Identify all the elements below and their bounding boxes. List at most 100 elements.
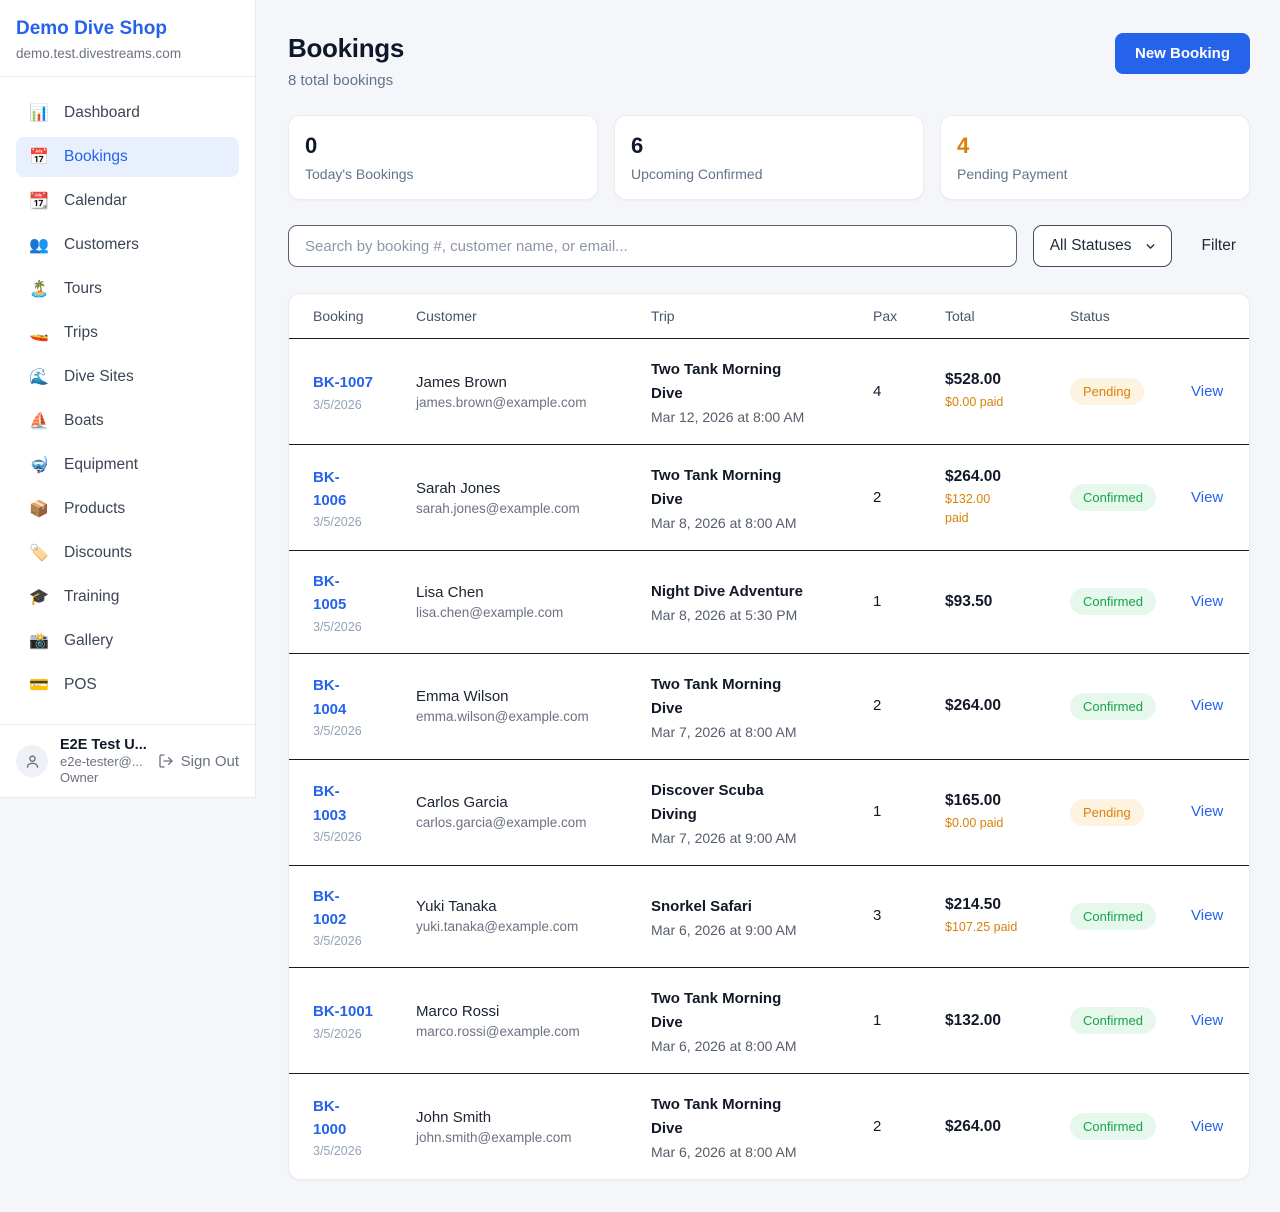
tours-icon: 🏝️ (29, 281, 49, 298)
status-badge: Confirmed (1070, 902, 1156, 930)
total-amount: $165.00 (945, 791, 1002, 809)
view-link[interactable]: View (1191, 803, 1224, 820)
booking-date: 3/5/2026 (313, 1144, 362, 1159)
sidebar-item-products[interactable]: 📦 Products (16, 489, 239, 529)
gallery-icon: 📸 (29, 633, 49, 650)
trip-datetime: Mar 8, 2026 at 5:30 PM (651, 607, 798, 624)
view-link[interactable]: View (1191, 488, 1224, 506)
stat-card: 4 Pending Payment (940, 115, 1250, 200)
brand-title[interactable]: Demo Dive Shop (16, 18, 167, 39)
booking-id-link[interactable]: BK- 1000 (313, 1097, 347, 1138)
sidebar-item-calendar[interactable]: 📆 Calendar (16, 181, 239, 221)
user-icon (26, 754, 38, 768)
column-header-booking: Booking (289, 294, 404, 339)
sidebar-item-label: Dive Sites (64, 368, 134, 385)
sidebar-item-customers[interactable]: 👥 Customers (16, 225, 239, 265)
customer-email: emma.wilson@example.com (416, 709, 589, 724)
sidebar-item-equipment[interactable]: 🤿 Equipment (16, 445, 239, 485)
booking-id-link[interactable]: BK- 1006 (313, 468, 347, 509)
pos-icon: 💳 (29, 677, 49, 694)
brand-domain: demo.test.divestreams.com (16, 46, 182, 61)
sidebar-item-discounts[interactable]: 🏷️ Discounts (16, 533, 239, 573)
sidebar-item-label: Tours (64, 280, 102, 297)
booking-id-link[interactable]: BK- 1002 (313, 887, 347, 928)
sign-out-button[interactable]: Sign Out (158, 753, 239, 770)
sidebar-item-label: Boats (64, 412, 104, 429)
view-link[interactable]: View (1191, 907, 1224, 925)
view-link[interactable]: View (1191, 592, 1224, 610)
new-booking-button[interactable]: New Booking (1114, 33, 1250, 74)
trip-name: Snorkel Safari (651, 897, 752, 915)
view-link[interactable]: View (1191, 382, 1224, 400)
customer-name: Emma Wilson (416, 688, 509, 705)
status-filter-select[interactable]: All Statuses (1032, 225, 1172, 267)
sidebar-item-tours[interactable]: 🏝️ Tours (16, 269, 239, 309)
booking-id-link[interactable]: BK- 1004 (313, 677, 347, 718)
total-amount: $528.00 (945, 371, 1002, 389)
sidebar-column: Demo Dive Shop demo.test.divestreams.com… (0, 0, 256, 1212)
sidebar-item-bookings[interactable]: 📅 Bookings (16, 137, 239, 177)
booking-date: 3/5/2026 (313, 723, 362, 738)
sidebar-item-training[interactable]: 🎓 Training (16, 577, 239, 617)
search-input[interactable] (288, 225, 1017, 267)
status-badge: Confirmed (1070, 1007, 1156, 1034)
customer-email: john.smith@example.com (416, 1129, 572, 1145)
booking-date: 3/5/2026 (313, 515, 362, 530)
pax-count: 4 (873, 382, 882, 400)
view-link[interactable]: View (1191, 697, 1224, 714)
discounts-icon: 🏷️ (29, 545, 49, 562)
sidebar-item-label: POS (64, 676, 97, 693)
avatar (16, 745, 48, 777)
sidebar-item-dive-sites[interactable]: 🌊 Dive Sites (16, 357, 239, 397)
stat-label: Today's Bookings (305, 166, 414, 182)
booking-row: BK-1001 3/5/2026 Marco Rossi marco.rossi… (289, 967, 1249, 1074)
trip-name: Discover Scuba Diving (651, 781, 764, 823)
stats-row: 0 Today's Bookings 6 Upcoming Confirmed … (288, 115, 1250, 200)
view-link[interactable]: View (1191, 1117, 1224, 1135)
view-link[interactable]: View (1191, 1011, 1224, 1029)
user-email: e2e-tester@... (60, 754, 143, 769)
sidebar-item-boats[interactable]: ⛵ Boats (16, 401, 239, 441)
filter-button[interactable]: Filter (1188, 229, 1250, 263)
stat-value: 6 (631, 133, 644, 158)
total-amount: $214.50 (945, 896, 1002, 914)
bookings-table: Booking Customer Trip Pax Total Status B… (289, 294, 1249, 1179)
sidebar-nav: 📊 Dashboard 📅 Bookings 📆 Calendar 👥 Cust… (0, 77, 255, 724)
bookings-icon: 📅 (29, 149, 49, 166)
dive-sites-icon: 🌊 (29, 369, 49, 386)
booking-row: BK-1007 3/5/2026 James Brown james.brown… (289, 339, 1249, 445)
status-badge: Confirmed (1070, 484, 1156, 511)
customer-name: Marco Rossi (416, 1002, 500, 1020)
total-amount: $264.00 (945, 1117, 1002, 1135)
page-title: Bookings (288, 33, 405, 63)
user-role: Owner (60, 770, 99, 785)
booking-id-link[interactable]: BK- 1005 (313, 573, 347, 614)
sidebar-item-pos[interactable]: 💳 POS (16, 665, 239, 705)
status-badge: Confirmed (1070, 588, 1156, 616)
total-amount: $132.00 (945, 1011, 1002, 1029)
total-amount: $264.00 (945, 468, 1002, 486)
bookings-table-card: Booking Customer Trip Pax Total Status B… (288, 293, 1250, 1180)
sidebar-item-label: Trips (64, 324, 98, 341)
training-icon: 🎓 (29, 589, 49, 606)
customers-icon: 👥 (29, 237, 49, 254)
sidebar-item-dashboard[interactable]: 📊 Dashboard (16, 93, 239, 133)
sidebar-item-trips[interactable]: 🚤 Trips (16, 313, 239, 353)
booking-id-link[interactable]: BK- 1003 (313, 783, 347, 824)
trips-icon: 🚤 (29, 325, 49, 342)
booking-id-link[interactable]: BK-1007 (313, 374, 374, 392)
customer-name: Carlos Garcia (416, 794, 508, 811)
trip-datetime: Mar 8, 2026 at 8:00 AM (651, 515, 797, 531)
sidebar-item-gallery[interactable]: 📸 Gallery (16, 621, 239, 661)
chevron-down-icon (1146, 243, 1154, 249)
products-icon: 📦 (29, 501, 49, 518)
sidebar-item-label: Products (64, 500, 126, 517)
stat-card: 0 Today's Bookings (288, 115, 598, 200)
status-filter-value: All Statuses (1049, 237, 1132, 254)
customer-email: lisa.chen@example.com (416, 604, 564, 620)
booking-id-link[interactable]: BK-1001 (313, 1003, 374, 1021)
trip-datetime: Mar 7, 2026 at 9:00 AM (651, 829, 797, 846)
customer-name: Sarah Jones (416, 479, 501, 497)
total-amount: $264.00 (945, 697, 1002, 714)
pax-count: 2 (873, 488, 882, 506)
